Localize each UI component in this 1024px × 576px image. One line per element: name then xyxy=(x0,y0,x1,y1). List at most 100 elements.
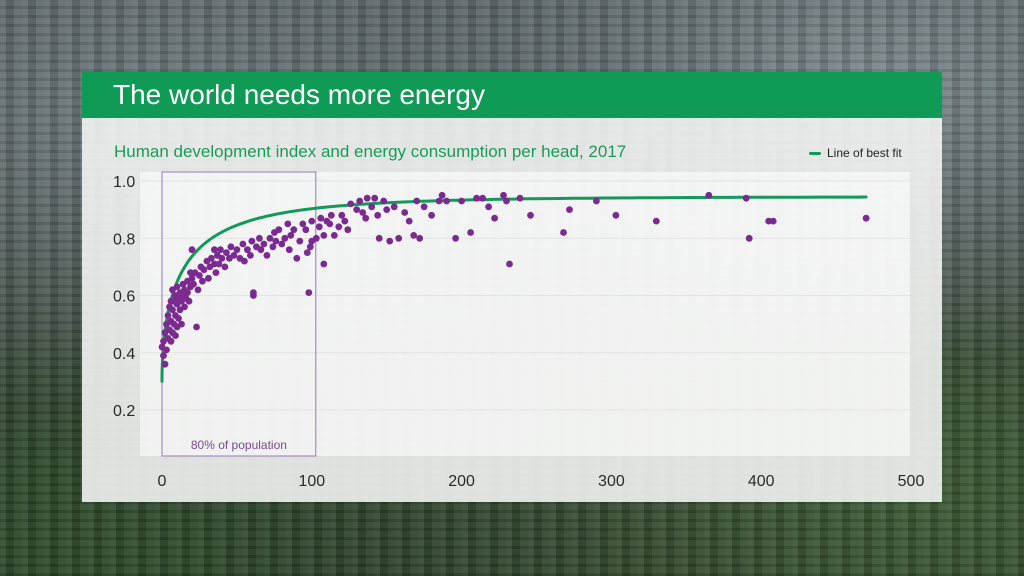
data-point-54 xyxy=(208,254,215,262)
x-tick-label-5: 500 xyxy=(898,473,925,490)
data-point-66 xyxy=(230,252,238,259)
data-point-108 xyxy=(327,211,335,219)
x-tick-label-0: 0 xyxy=(158,473,167,490)
data-point-11 xyxy=(167,337,175,345)
data-point-116 xyxy=(356,197,364,205)
data-point-63 xyxy=(223,249,230,256)
data-point-150 xyxy=(527,211,534,219)
data-point-148 xyxy=(506,260,513,268)
data-point-125 xyxy=(383,206,391,214)
data-point-158 xyxy=(745,234,753,242)
data-point-59 xyxy=(215,260,223,268)
data-point-104 xyxy=(320,232,328,239)
legend-line-swatch xyxy=(809,151,821,155)
data-point-127 xyxy=(390,203,398,211)
x-tick-label-1: 100 xyxy=(298,473,325,490)
data-point-107 xyxy=(326,220,334,228)
data-point-123 xyxy=(375,234,383,242)
data-point-61 xyxy=(218,254,226,262)
data-point-141 xyxy=(467,229,474,236)
data-point-29 xyxy=(178,320,185,328)
data-point-136 xyxy=(435,197,443,205)
data-point-96 xyxy=(303,249,311,256)
data-point-1 xyxy=(160,352,167,359)
data-point-157 xyxy=(742,194,750,202)
data-point-75 xyxy=(250,289,257,296)
data-point-49 xyxy=(199,277,206,285)
data-point-110 xyxy=(335,223,343,231)
chart-title: Human development index and energy consu… xyxy=(114,142,627,161)
data-point-113 xyxy=(344,226,352,234)
data-point-86 xyxy=(278,240,286,248)
data-point-8 xyxy=(164,312,172,319)
data-point-126 xyxy=(386,237,394,245)
data-point-46 xyxy=(194,286,202,294)
data-point-118 xyxy=(362,214,370,222)
data-point-38 xyxy=(185,297,193,305)
title-bar: The world needs more energy xyxy=(82,72,942,118)
chart-legend: Line of best fit xyxy=(809,145,902,161)
best-fit-line xyxy=(160,195,868,383)
data-point-137 xyxy=(438,191,446,199)
data-point-72 xyxy=(247,252,254,259)
y-tick-label-4: 1.0 xyxy=(113,174,135,191)
data-point-112 xyxy=(341,217,349,225)
data-point-131 xyxy=(410,232,418,239)
data-point-152 xyxy=(566,206,573,214)
data-point-101 xyxy=(312,234,320,242)
data-point-138 xyxy=(443,197,450,205)
plot-area xyxy=(140,172,910,456)
data-point-57 xyxy=(212,269,220,276)
data-point-3 xyxy=(161,360,169,368)
data-point-149 xyxy=(516,194,524,202)
data-point-102 xyxy=(315,223,323,231)
data-point-19 xyxy=(172,332,179,339)
data-point-41 xyxy=(188,274,196,282)
data-point-79 xyxy=(260,240,268,248)
data-point-142 xyxy=(473,194,480,202)
data-point-120 xyxy=(368,203,376,211)
data-point-37 xyxy=(184,289,191,296)
data-point-103 xyxy=(317,214,325,222)
data-point-47 xyxy=(196,272,203,279)
data-point-84 xyxy=(272,237,280,245)
data-point-98 xyxy=(306,243,314,251)
data-point-25 xyxy=(175,315,182,322)
data-point-82 xyxy=(269,243,277,251)
data-point-45 xyxy=(193,323,200,331)
data-point-71 xyxy=(244,246,251,254)
population-region-box xyxy=(161,171,317,457)
data-point-100 xyxy=(308,217,316,225)
data-point-115 xyxy=(353,206,361,214)
x-tick-label-2: 200 xyxy=(448,473,475,490)
data-point-160 xyxy=(769,217,777,225)
x-tick-label-3: 300 xyxy=(598,473,625,490)
data-point-90 xyxy=(287,232,295,239)
data-point-153 xyxy=(593,197,600,205)
data-point-15 xyxy=(169,306,176,314)
data-point-147 xyxy=(503,197,510,205)
data-point-146 xyxy=(500,191,507,199)
data-point-78 xyxy=(257,246,265,254)
y-tick-label-3: 0.8 xyxy=(113,231,135,248)
data-point-5 xyxy=(163,346,170,354)
data-point-94 xyxy=(299,220,307,228)
data-point-43 xyxy=(190,280,197,288)
legend-label-best-fit: Line of best fit xyxy=(827,146,902,160)
data-point-154 xyxy=(612,211,620,219)
data-point-130 xyxy=(405,217,413,225)
data-point-65 xyxy=(227,243,235,251)
data-point-88 xyxy=(284,220,292,228)
data-point-135 xyxy=(428,211,435,219)
data-point-119 xyxy=(363,194,371,202)
data-point-124 xyxy=(380,197,388,205)
data-point-134 xyxy=(420,203,428,211)
data-point-92 xyxy=(293,254,301,262)
data-point-89 xyxy=(285,246,293,254)
data-point-87 xyxy=(281,234,289,242)
data-point-114 xyxy=(347,200,355,208)
data-point-132 xyxy=(413,197,421,205)
data-point-129 xyxy=(401,209,409,216)
data-point-73 xyxy=(248,237,256,245)
